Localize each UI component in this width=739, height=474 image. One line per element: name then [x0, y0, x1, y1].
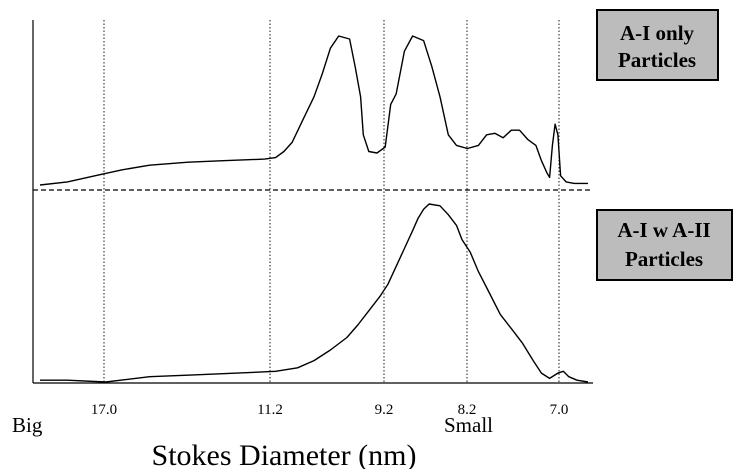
tick-labels: 17.0 11.2 9.2 8.2 7.0 [91, 402, 569, 418]
panel-label-top: A-I only Particles [596, 9, 719, 81]
tick-label-17.0: 17.0 [91, 402, 117, 418]
panel-label-top-box [596, 9, 719, 81]
x-direction-label-right: Small [444, 413, 493, 437]
panel-label-bottom: A-I w A-II Particles [596, 209, 733, 281]
x-direction-label-left: Big [12, 413, 43, 437]
series-traces [39, 35, 589, 383]
panel-label-bottom-line1: A-I w A-II [617, 218, 710, 242]
panel-label-bottom-box [596, 209, 733, 281]
panel-label-bottom-line2: Particles [625, 247, 703, 271]
tick-label-8.2: 8.2 [458, 402, 477, 418]
panel-label-top-line2: Particles [618, 48, 696, 72]
grid-lines [103, 20, 560, 383]
series-line-top [39, 35, 588, 186]
series-line-bottom [40, 203, 589, 383]
tick-label-7.0: 7.0 [550, 402, 569, 418]
panel-label-top-line1: A-I only [620, 21, 695, 45]
tick-label-11.2: 11.2 [257, 402, 283, 418]
tick-label-9.2: 9.2 [375, 402, 394, 418]
x-axis-title: Stokes Diameter (nm) [152, 439, 417, 469]
